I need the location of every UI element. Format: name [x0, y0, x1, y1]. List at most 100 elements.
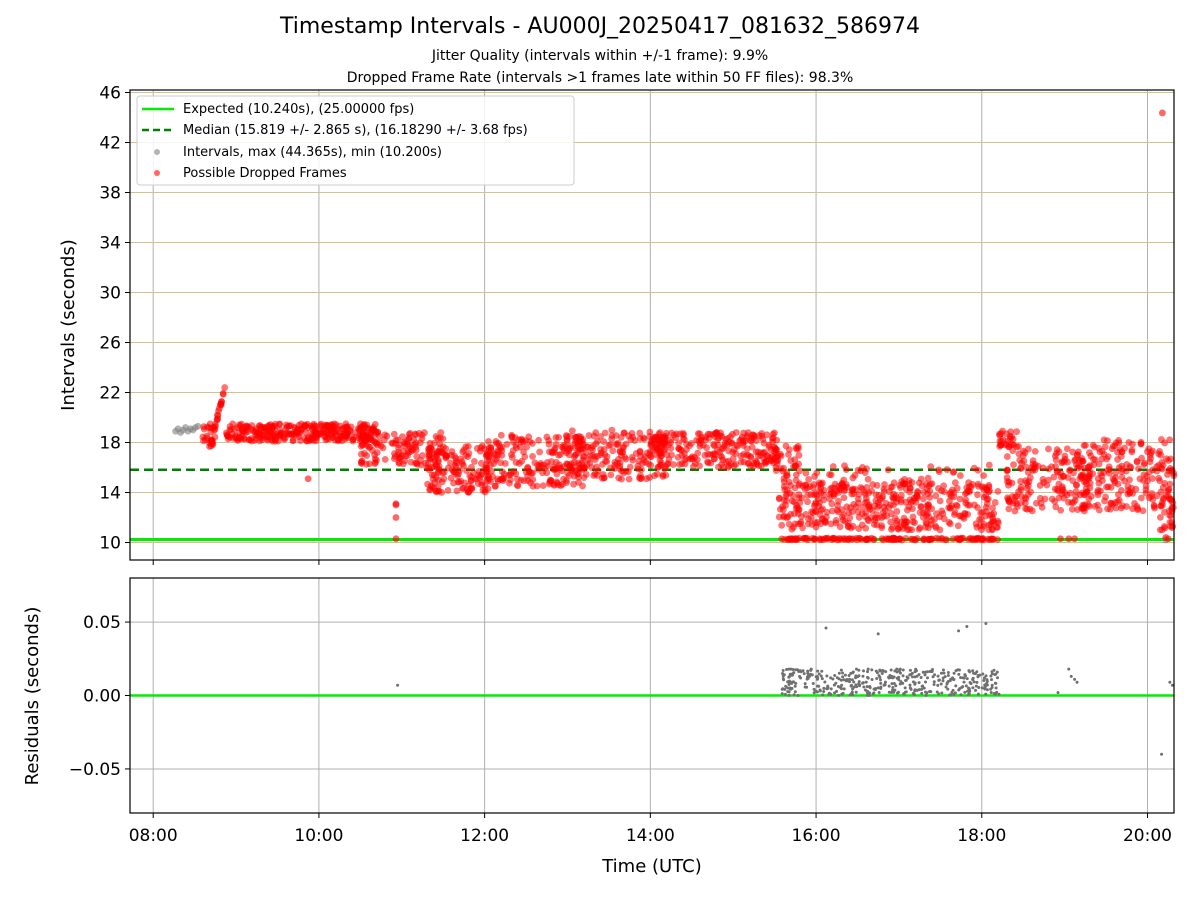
- dropped-frame-point: [410, 436, 418, 443]
- dropped-frame-point: [499, 477, 507, 485]
- residual-point: [820, 677, 824, 681]
- dropped-frame-point: [697, 436, 705, 444]
- residual-point: [780, 687, 784, 691]
- dropped-frame-point: [503, 440, 511, 448]
- dropped-frame-point: [1059, 485, 1067, 493]
- dropped-frame-point: [1126, 476, 1133, 484]
- residual-point: [865, 693, 869, 697]
- dropped-frame-point: [737, 452, 745, 460]
- dropped-frame-point: [1161, 508, 1168, 516]
- residual-point: [957, 629, 961, 633]
- dropped-frame-point: [951, 479, 959, 487]
- residual-point: [904, 690, 908, 694]
- dropped-frame-point: [601, 429, 609, 437]
- dropped-frame-point: [1051, 485, 1059, 493]
- residual-point: [841, 671, 845, 675]
- x-tick-label: 08:00: [129, 826, 178, 846]
- dropped-frame-point: [659, 472, 667, 480]
- dropped-frame-point: [555, 434, 562, 441]
- dropped-frame-point: [936, 497, 944, 505]
- dropped-frame-point: [732, 429, 740, 436]
- residual-point: [891, 690, 895, 694]
- dropped-frame-point: [1157, 488, 1165, 496]
- top-ytick-label: 26: [99, 334, 121, 354]
- dropped-frame-point: [415, 429, 423, 437]
- dropped-frame-point: [932, 492, 940, 500]
- residual-point: [899, 680, 903, 684]
- residual-point: [825, 687, 829, 691]
- dropped-frame-point: [1098, 455, 1106, 463]
- dropped-frame-point: [769, 434, 777, 442]
- residual-point: [1160, 752, 1164, 756]
- dropped-frame-point: [553, 465, 561, 473]
- dropped-frame-point: [424, 480, 431, 488]
- residual-point: [908, 686, 912, 690]
- dropped-frame-point: [809, 509, 817, 517]
- dropped-frame-point: [874, 499, 882, 506]
- residual-point: [819, 674, 823, 678]
- residual-point: [865, 685, 869, 689]
- residual-point: [831, 677, 835, 681]
- dropped-frame-point: [535, 436, 543, 444]
- dropped-frame-point: [959, 534, 967, 542]
- dropped-frame-point: [481, 481, 489, 489]
- dropped-frame-point: [906, 484, 914, 492]
- dropped-frame-point: [590, 432, 598, 440]
- dropped-frame-point: [909, 513, 917, 521]
- dropped-frame-point: [1125, 439, 1133, 446]
- residual-point: [935, 690, 939, 694]
- dropped-frame-point: [536, 448, 544, 456]
- residual-point: [939, 682, 943, 686]
- dropped-frame-point: [838, 506, 846, 513]
- dropped-frame-point: [855, 525, 863, 533]
- top-ytick-label: 10: [99, 534, 121, 554]
- dropped-frame-point: [1137, 440, 1145, 448]
- dropped-frame-point: [763, 431, 771, 439]
- residual-point: [870, 668, 874, 672]
- dropped-frame-point: [669, 461, 677, 468]
- dropped-frame-point: [304, 434, 312, 442]
- residual-point: [793, 684, 797, 688]
- dropped-frame-point: [664, 461, 671, 468]
- dropped-frame-point: [1031, 448, 1039, 455]
- dropped-frame-point: [1027, 488, 1034, 496]
- dropped-frame-point: [676, 461, 683, 468]
- dropped-frame-point: [829, 463, 837, 470]
- dropped-frame-point: [1149, 496, 1157, 503]
- residual-point: [852, 680, 856, 684]
- dropped-frame-point: [597, 433, 604, 440]
- residual-point: [875, 676, 879, 680]
- dropped-frame-rate-subtitle: Dropped Frame Rate (intervals >1 frames …: [346, 70, 854, 86]
- dropped-frame-point: [333, 427, 341, 435]
- residual-point: [834, 681, 838, 685]
- dropped-frame-point: [221, 384, 229, 391]
- dropped-frame-point: [1147, 449, 1155, 457]
- residual-point: [893, 669, 897, 673]
- top-ytick-label: 38: [99, 184, 121, 204]
- dropped-frame-point: [494, 451, 502, 459]
- dropped-frame-point: [426, 486, 433, 494]
- dropped-frame-point: [1045, 445, 1052, 453]
- dropped-frame-point: [1166, 436, 1174, 444]
- dropped-frame-point: [416, 439, 424, 447]
- dropped-frame-point: [437, 429, 445, 437]
- dropped-frame-point: [1003, 453, 1011, 460]
- dropped-frame-point: [636, 447, 644, 455]
- dropped-frame-point: [679, 430, 687, 437]
- dropped-frame-point: [335, 436, 343, 444]
- residual-point: [940, 691, 944, 695]
- dropped-frame-point: [381, 456, 389, 463]
- dropped-frame-point: [1169, 504, 1177, 511]
- residual-point: [784, 684, 788, 688]
- dropped-frame-point: [555, 451, 562, 459]
- dropped-frame-point: [485, 438, 492, 445]
- residual-point: [798, 674, 802, 678]
- dropped-frame-point: [1063, 491, 1071, 499]
- dropped-frame-point: [568, 427, 576, 435]
- legend-intervals-swatch: [154, 149, 160, 155]
- residual-point: [787, 680, 791, 684]
- residual-point: [857, 680, 861, 684]
- dropped-frame-point: [893, 508, 901, 515]
- dropped-frame-point: [212, 420, 219, 428]
- residual-point: [829, 676, 833, 680]
